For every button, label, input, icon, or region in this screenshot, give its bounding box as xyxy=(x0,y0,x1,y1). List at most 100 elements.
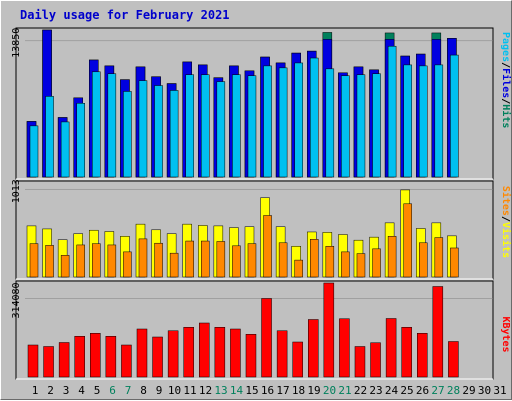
x-tick-label: 21 xyxy=(338,384,351,397)
pages-bar xyxy=(247,75,257,178)
x-tick-label: 3 xyxy=(63,384,70,397)
y-max-label: 1013 xyxy=(11,179,22,203)
x-tick-label: 16 xyxy=(261,384,274,397)
pages-bar xyxy=(29,125,39,178)
pages-bar xyxy=(278,67,288,178)
pages-bar xyxy=(387,45,397,178)
x-tick-label: 31 xyxy=(493,384,506,397)
pages-bar xyxy=(310,57,319,178)
legend-entry: / xyxy=(500,98,511,104)
x-tick-label: 27 xyxy=(431,384,444,397)
x-tick-label: 25 xyxy=(400,384,413,397)
pages-bar xyxy=(419,65,428,178)
legend-entry: Hits xyxy=(500,104,512,128)
sites-bar xyxy=(356,253,366,278)
x-tick-label: 11 xyxy=(183,384,196,397)
kbytes-bar xyxy=(167,330,179,378)
pages-bar xyxy=(201,74,210,178)
kbytes-bar xyxy=(105,336,117,378)
sites-bar xyxy=(185,240,194,278)
x-tick-label: 15 xyxy=(245,384,258,397)
x-tick-label: 24 xyxy=(385,384,399,397)
panel-kbytes: 314080 KBytes xyxy=(11,280,511,380)
kbytes-bar xyxy=(401,327,412,378)
kbytes-bar xyxy=(43,346,54,378)
x-tick-label: 10 xyxy=(168,384,181,397)
x-tick-label: 2 xyxy=(47,384,54,397)
kbytes-bar xyxy=(230,328,241,378)
x-tick-label: 28 xyxy=(447,384,460,397)
kbytes-bar xyxy=(385,318,397,378)
sites-bar xyxy=(76,244,85,278)
sites-bar xyxy=(341,251,350,278)
sites-bar xyxy=(325,245,335,278)
x-tick-label: 18 xyxy=(292,384,305,397)
sites-bar xyxy=(294,259,303,278)
sites-bar xyxy=(278,242,288,278)
x-tick-label: 17 xyxy=(276,384,289,397)
sites-bar xyxy=(107,244,117,278)
pages-bar xyxy=(185,74,194,178)
kbytes-bar xyxy=(90,333,101,378)
pages-bar xyxy=(60,121,70,178)
x-tick-label: 30 xyxy=(478,384,491,397)
sites-bar xyxy=(310,239,319,278)
panel-hits-files-pages: 13850 Pages/Files/Hits xyxy=(11,27,512,180)
kbytes-bar xyxy=(152,336,163,378)
chart-title: Daily usage for February 2021 xyxy=(20,8,230,22)
sites-bar xyxy=(403,203,412,278)
x-tick-label: 6 xyxy=(109,384,116,397)
legend-text: Sites/Visits xyxy=(500,186,512,258)
sites-bar xyxy=(29,243,39,278)
legend-entry: / xyxy=(500,62,511,68)
pages-bar xyxy=(403,64,412,178)
pages-bar xyxy=(123,91,132,178)
kbytes-bar xyxy=(448,341,459,378)
sites-bar xyxy=(216,241,226,278)
kbytes-bar xyxy=(245,334,257,378)
legend-entry: KBytes xyxy=(500,316,511,352)
x-tick-label: 7 xyxy=(125,384,132,397)
kbytes-bar xyxy=(370,342,381,378)
pages-bar xyxy=(76,103,85,178)
pages-bar xyxy=(216,81,226,178)
sites-bar xyxy=(232,245,241,278)
sites-bar xyxy=(45,245,54,278)
y-max-label: 314080 xyxy=(11,282,22,318)
kbytes-bar xyxy=(276,330,288,378)
x-tick-label: 20 xyxy=(323,384,336,397)
x-tick-label: 12 xyxy=(199,384,212,397)
kbytes-bar xyxy=(214,327,226,378)
sites-bar xyxy=(154,242,163,278)
pages-bar xyxy=(325,68,335,178)
kbytes-bar xyxy=(58,342,70,378)
pages-bar xyxy=(92,71,101,178)
pages-bar xyxy=(450,54,459,178)
sites-bar xyxy=(419,242,428,278)
x-tick-label: 8 xyxy=(140,384,147,397)
pages-bar xyxy=(169,90,179,178)
kbytes-bar xyxy=(432,286,444,378)
sites-bar xyxy=(263,215,272,278)
sites-bar xyxy=(201,240,210,278)
kbytes-bar xyxy=(199,322,210,378)
kbytes-bar xyxy=(308,319,319,378)
x-tick-label: 19 xyxy=(307,384,320,397)
x-tick-label: 9 xyxy=(156,384,163,397)
legend-entry: / xyxy=(500,216,511,222)
kbytes-bar xyxy=(292,341,303,378)
pages-bar xyxy=(232,74,241,178)
pages-bar xyxy=(372,73,381,178)
pages-bar xyxy=(263,65,272,178)
kbytes-bar xyxy=(121,344,132,378)
x-tick-label: 29 xyxy=(462,384,475,397)
kbytes-bar xyxy=(261,298,272,378)
kbytes-bar xyxy=(183,327,194,378)
sites-bar xyxy=(138,238,148,278)
sites-bar xyxy=(247,243,257,278)
legend-entry: Files xyxy=(500,68,512,98)
legend-entry: Sites xyxy=(500,186,512,216)
pages-bar xyxy=(107,73,117,178)
panel-visits-sites: 1013 Sites/Visits xyxy=(11,179,512,280)
